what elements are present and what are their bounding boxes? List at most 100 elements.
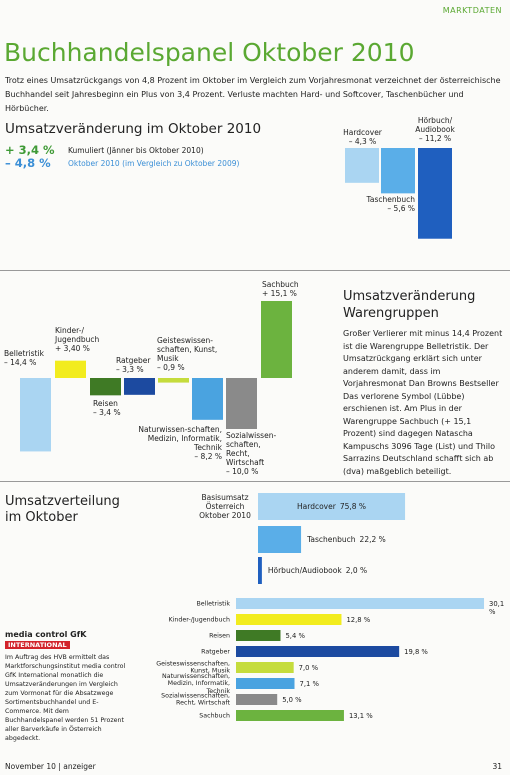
category: Geisteswissen-schaften, Kunst, Musik [157, 336, 218, 363]
bar [258, 493, 406, 520]
bar-label: Sozialwissen-schaften, Recht, Wirtschaft… [226, 431, 286, 476]
bar-label: Ratgeber – 3,3 % [116, 356, 156, 374]
value-label: 75,8 % [339, 501, 367, 511]
kpi-figure: + 3,4 % [5, 143, 55, 157]
category: Hardcover [343, 128, 382, 137]
bar-label: Reisen – 3,4 % [93, 399, 133, 417]
bar-label: Hörbuch/Audiobook 2,0 % [268, 566, 428, 575]
bar [236, 614, 342, 625]
category: Sachbuch [199, 711, 230, 719]
logo: media control GfK [5, 630, 87, 639]
category: Ratgeber [116, 356, 151, 365]
bar [124, 378, 155, 395]
bar-label: Taschenbuch – 5,6 % [355, 195, 415, 213]
category: Geisteswissenschaften, Kunst, Musik [156, 660, 230, 675]
bar [261, 300, 292, 378]
bar-label: Kinder-/ Jugendbuch + 3,40 % [55, 326, 100, 353]
bar [236, 662, 294, 673]
value-label: – 0,9 % [157, 363, 185, 372]
value-label: 5,0 % [282, 695, 302, 704]
category: Hörbuch/Audiobook [267, 565, 342, 575]
value-label: 2,0 % [345, 565, 368, 575]
category: Taschenbuch [307, 534, 356, 544]
value-label: 7,1 % [299, 679, 319, 688]
bar-label: Naturwissen-schaften, Medizin, Informati… [138, 425, 222, 461]
bar [236, 598, 485, 609]
separator [0, 481, 510, 482]
bar-label: Taschenbuch 22,2 % [307, 535, 467, 544]
value-label: – 3,3 % [116, 365, 144, 374]
page-title: Buchhandelspanel Oktober 2010 [4, 38, 415, 67]
value-label: – 4,3 % [348, 137, 377, 146]
bar [418, 148, 452, 239]
sidebar-text: Im Auftrag des HVB ermittelt das Marktfo… [5, 654, 126, 742]
footer-left: November 10 | anzeiger [5, 762, 96, 771]
bar-label: Geisteswissen-schaften, Kunst, Musik – 0,… [157, 336, 227, 372]
category: Belletristik [4, 349, 44, 358]
value-label: 7,0 % [298, 663, 319, 672]
bar [192, 378, 223, 420]
category: Belletristik [196, 599, 230, 607]
value-label: + 15,1 % [262, 289, 297, 298]
category: Hardcover [297, 501, 336, 511]
value-label: – 3,4 % [93, 408, 121, 417]
bar [158, 378, 189, 383]
heading: Umsatzveränderung im Oktober 2010 [5, 121, 262, 137]
bar-label: Hardcover – 4,3 % [335, 128, 390, 146]
value-label: 22,2 % [359, 534, 386, 544]
bar-label: Hörbuch/ Audiobook – 11,2 % [405, 116, 465, 143]
separator [0, 270, 510, 271]
page-number: 31 [492, 762, 502, 771]
category: Ratgeber [201, 647, 230, 655]
category: Sozialwissenschaften, Recht, Wirtschaft [161, 692, 230, 707]
subtitle: Basisumsatz Österreich Oktober 2010 [199, 493, 251, 520]
bar-label: Sachbuch + 15,1 % [262, 280, 312, 298]
bar-label: Hardcover 75,8 % [258, 502, 405, 511]
category: Kinder-/Jugendbuch [168, 615, 230, 623]
intro: Trotz eines Umsatzrückgangs von 4,8 Proz… [5, 76, 501, 113]
bar [55, 360, 86, 378]
heading: Umsatzverteilung im Oktober [5, 494, 120, 525]
category: Naturwissen-schaften, Medizin, Informati… [138, 425, 222, 452]
bar [236, 710, 344, 721]
value-label: – 5,6 % [387, 204, 415, 213]
kpi-figure: – 4,8 % [5, 156, 51, 170]
section-label: MARKTDATEN [442, 6, 502, 15]
kpi-label: Oktober 2010 (im Vergleich zu Oktober 20… [68, 159, 240, 168]
value-label: 12,8 % [346, 615, 371, 624]
category: Hörbuch/ Audiobook [415, 116, 455, 134]
category: Reisen [93, 399, 118, 408]
value-label: 19,8 % [404, 647, 428, 656]
bar [236, 694, 278, 705]
value-label: – 8,2 % [194, 452, 222, 461]
value-label: – 14,4 % [4, 358, 37, 367]
category: Sachbuch [262, 280, 299, 289]
category: Sozialwissen-schaften, Recht, Wirtschaft [226, 431, 277, 467]
category: Kinder-/ Jugendbuch [55, 326, 100, 344]
category: Taschenbuch [366, 195, 415, 204]
bar [381, 148, 415, 194]
category: Reisen [209, 631, 230, 639]
bar [236, 646, 400, 657]
kpi-label: Kumuliert (Jänner bis Oktober 2010) [68, 146, 204, 155]
value-label: – 11,2 % [418, 134, 452, 143]
bar-label: Belletristik – 14,4 % [4, 349, 64, 367]
logo-sub: INTERNATIONAL [5, 641, 70, 649]
value-label: 13,1 % [348, 711, 373, 720]
heading: Umsatzveränderung Warengruppen [343, 289, 476, 321]
bar [90, 378, 121, 396]
value-label: 5,4 % [285, 631, 305, 640]
bar [345, 148, 379, 183]
bar [236, 630, 281, 641]
bar [20, 378, 51, 452]
value-label: – 10,0 % [226, 467, 259, 476]
bar [258, 557, 262, 584]
category: Naturwissenschaften, Medizin, Informatik… [162, 672, 230, 695]
value-label: + 3,40 % [55, 344, 90, 353]
bar [236, 678, 295, 689]
paragraph: Großer Verlierer mit minus 14,4 Prozent … [343, 329, 503, 476]
value-label: 30,1 % [489, 599, 505, 616]
bar [258, 526, 302, 553]
